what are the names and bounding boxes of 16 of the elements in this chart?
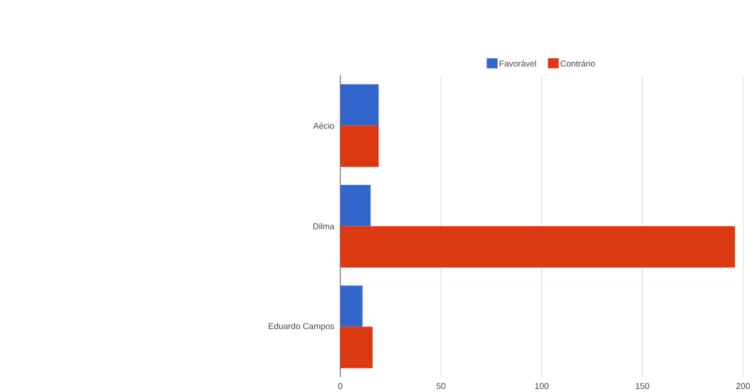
bar [340, 326, 373, 368]
x-tick-label: 0 [338, 383, 342, 390]
y-tick-label: Aécio [313, 122, 334, 129]
x-tick-label: 50 [436, 383, 446, 390]
bar [340, 226, 736, 268]
x-tick-label: 100 [535, 383, 548, 390]
x-tick-label: 200 [736, 383, 750, 390]
bar [340, 84, 379, 126]
y-tick-label: Eduardo Campos [268, 322, 334, 331]
bar [340, 286, 363, 328]
x-tick-label: 150 [636, 383, 650, 390]
y-tick-label: Dilma [313, 223, 334, 230]
bar [340, 184, 371, 226]
legend-label: Contrário [560, 60, 595, 67]
bar [340, 126, 379, 168]
legend-label: Favorável [500, 60, 536, 67]
